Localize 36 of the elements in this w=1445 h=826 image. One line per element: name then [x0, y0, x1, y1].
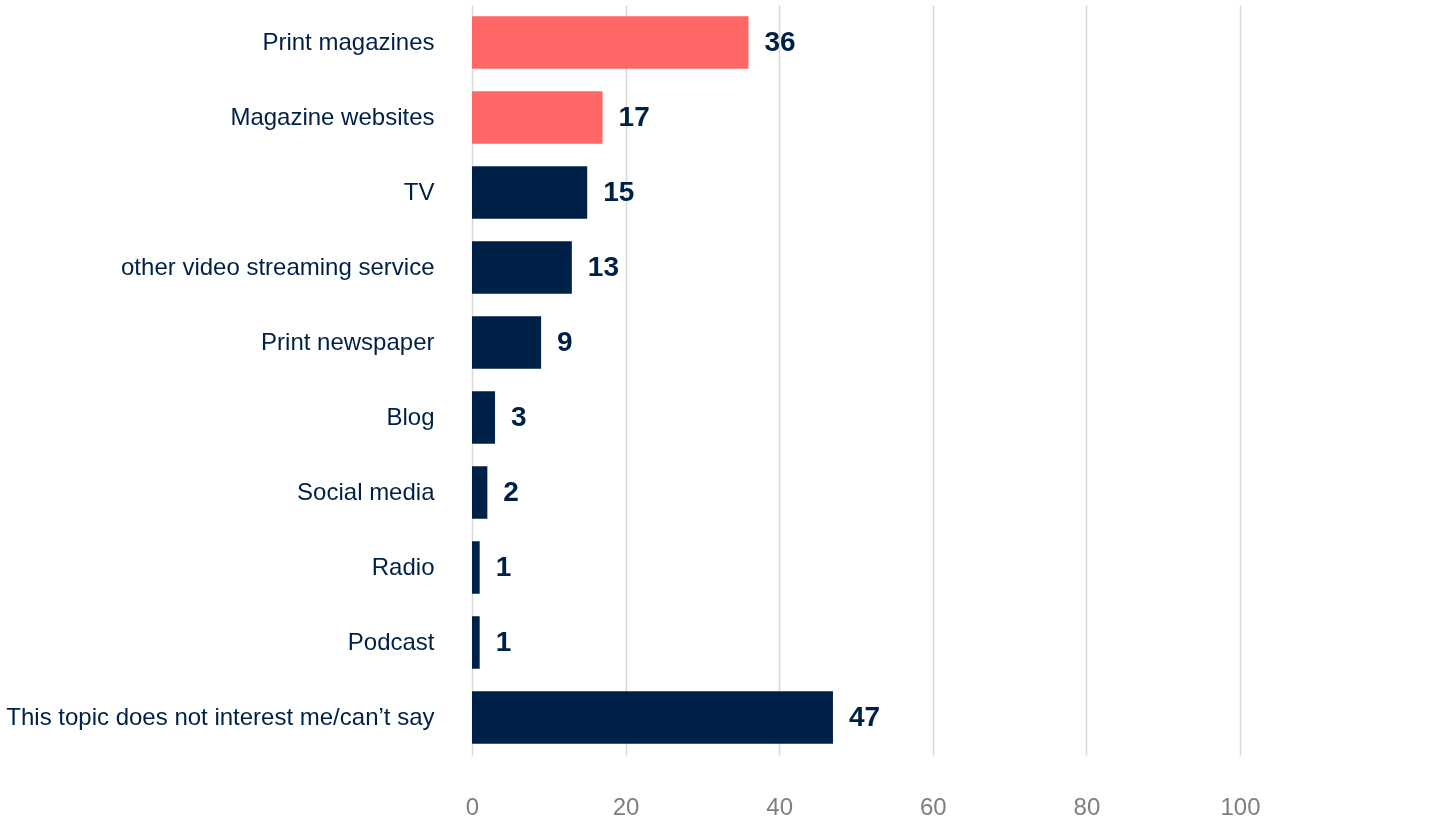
data-label: 13 [587, 250, 619, 282]
y-tick-label: Magazine websites [230, 102, 435, 130]
x-tick-label: 80 [1073, 792, 1101, 820]
y-tick-label: Print magazines [262, 27, 435, 55]
data-label: 1 [495, 550, 512, 582]
data-label: 1 [495, 625, 512, 657]
y-tick-label: Print newspaper [261, 327, 435, 355]
x-tick-label: 0 [465, 792, 480, 820]
y-tick-label: Podcast [347, 627, 435, 655]
y-tick-label: other video streaming service [121, 252, 435, 280]
data-label: 2 [503, 475, 519, 507]
bar [472, 316, 542, 369]
bar [472, 616, 480, 669]
x-tick-label: 20 [612, 792, 640, 820]
data-label: 17 [618, 100, 650, 132]
data-label: 15 [603, 175, 635, 207]
y-tick-label: Blog [386, 402, 435, 430]
y-tick-label: TV [403, 177, 435, 205]
x-tick-label: 60 [919, 792, 947, 820]
x-tick-label: 40 [766, 792, 794, 820]
data-label: 9 [557, 325, 573, 357]
y-tick-label: Social media [297, 477, 436, 505]
data-label: 36 [764, 25, 796, 57]
bar [472, 466, 488, 519]
y-tick-label: Radio [371, 552, 435, 580]
y-tick-label: This topic does not interest me/can’t say [6, 702, 435, 730]
bar [472, 391, 496, 444]
bar [472, 91, 603, 144]
bar [472, 241, 572, 294]
x-tick-label: 100 [1220, 792, 1261, 820]
data-label: 47 [848, 700, 881, 732]
bar [472, 166, 588, 219]
bar [472, 691, 833, 744]
bar [472, 16, 749, 69]
bar [472, 541, 480, 594]
data-label: 3 [511, 400, 527, 432]
